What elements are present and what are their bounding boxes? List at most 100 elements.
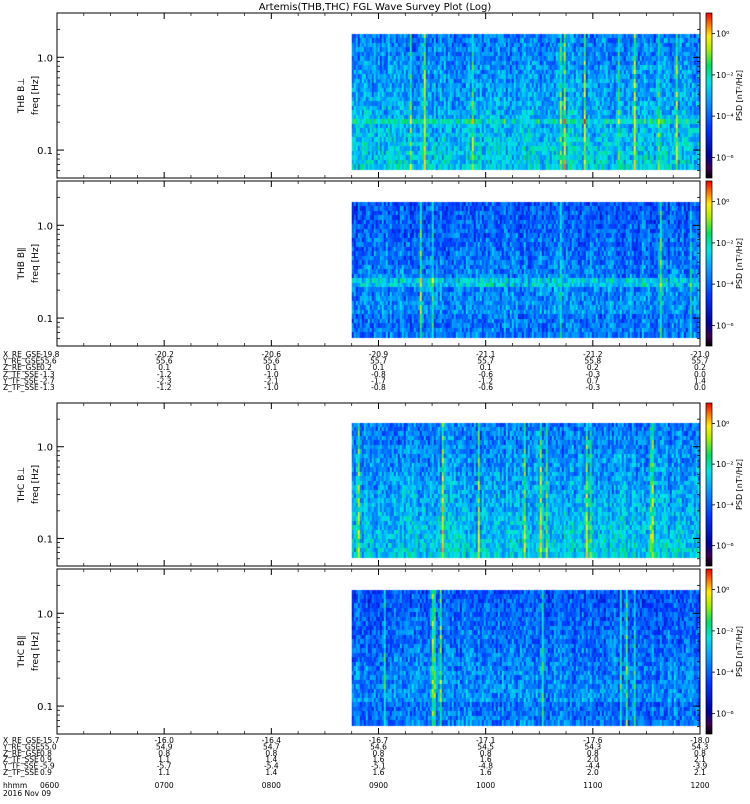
ephemeris-value: 0.1: [480, 363, 492, 372]
colorbar-tick-label: 10⁻⁴: [716, 501, 734, 510]
ephemeris-value: 55.6: [263, 357, 280, 366]
spectrogram-panel-2: 1.0 0.1 THB B∥ freq [Hz] 10⁰ 10⁻² 10⁻⁴ 10⁻⁶ PSD …: [17, 180, 744, 347]
ephemeris-value: 2.0: [587, 768, 599, 777]
colorbar: [705, 180, 713, 347]
time-tick-label: 1200: [690, 781, 709, 790]
ephemeris-value: -16.4: [262, 736, 282, 745]
ephemeris-value: -1.0: [264, 383, 279, 392]
ephemeris-value: 0.1: [158, 363, 170, 372]
y-tick-label: 1.0: [37, 53, 53, 64]
ephemeris-row-label: Z_TF_SSE: [3, 370, 39, 379]
ephemeris-value: 0.7: [587, 376, 599, 385]
colorbar-tick-label: 10⁻⁴: [716, 280, 734, 289]
ephemeris-value: -0.8: [371, 383, 386, 392]
ephemeris-table-thb: X_RE_GSE -19.8 -20.2 -20.6 -20.9 -21.1 -21.2 -2…: [2, 350, 710, 392]
ephemeris-value: -17.6: [583, 736, 603, 745]
colorbar: [705, 402, 713, 567]
time-tick-label: 1100: [583, 781, 602, 790]
freq-axis-label: freq [Hz]: [31, 632, 41, 671]
time-tick-label: 0900: [369, 781, 388, 790]
colorbar-tick-label: 10⁰: [716, 419, 729, 428]
ephemeris-row-label: Y_RE_GSE: [2, 742, 41, 751]
spectrogram-panel-1: 1.0 0.1 THB B⊥ freq [Hz] 10⁰ 10⁻² 10⁻⁴ 10⁻⁶ PSD …: [17, 12, 744, 179]
ephemeris-value: 1.6: [373, 755, 385, 764]
spectrogram-panel-4: 1.0 0.1 THC B∥ freq [Hz] 10⁰ 10⁻² 10⁻⁴ 10⁻⁶ PSD …: [17, 568, 744, 735]
ephemeris-value: 54.9: [156, 742, 173, 751]
colorbar-tick-label: 10⁻²: [716, 460, 734, 469]
ephemeris-value: 2.1: [694, 755, 706, 764]
colorbar: [705, 12, 713, 179]
colorbar-tick-label: 10⁻⁶: [716, 321, 734, 330]
ephemeris-value: -2.3: [157, 376, 172, 385]
spectrogram-panel-3: 1.0 0.1 THC B⊥ freq [Hz] 10⁰ 10⁻² 10⁻⁴ 10⁻⁶ PSD …: [17, 402, 744, 567]
ephemeris-value: 55.6: [40, 357, 57, 366]
panel-name-label: THC B⊥: [17, 467, 27, 504]
ephemeris-value: -4.8: [478, 762, 493, 771]
ephemeris-value: -21.0: [690, 350, 710, 359]
time-tick-label: 0800: [262, 781, 281, 790]
ephemeris-value: -0.3: [586, 383, 601, 392]
ephemeris-value: -5.9: [40, 762, 55, 771]
ephemeris-value: 54.7: [263, 742, 280, 751]
ephemeris-value: 1.4: [265, 755, 277, 764]
panel-name-label: THC B∥: [17, 635, 27, 668]
ephemeris-value: 55.7: [477, 357, 494, 366]
time-tick-label: 0600: [40, 781, 59, 790]
colorbar-tick-label: 10⁻²: [716, 627, 734, 636]
ephemeris-value: 55.8: [584, 357, 601, 366]
y-tick-label: 0.1: [37, 534, 53, 545]
ephemeris-value: 54.3: [692, 742, 709, 751]
ephemeris-row-label: Z_TF_SSE: [3, 755, 39, 764]
ephemeris-value: -20.9: [369, 350, 389, 359]
ephemeris-value: -21.2: [583, 350, 603, 359]
ephemeris-value: -17.1: [476, 736, 496, 745]
y-tick-label: 0.1: [37, 146, 53, 157]
colorbar-tick-label: 10⁻²: [716, 71, 734, 80]
ephemeris-value: -0.3: [586, 370, 601, 379]
ephemeris-value: 55.6: [156, 357, 173, 366]
ephemeris-value: -1.7: [371, 376, 386, 385]
ephemeris-value: 0.8: [480, 749, 492, 758]
ephemeris-value: -1.2: [157, 370, 172, 379]
ephemeris-value: -5.7: [157, 762, 172, 771]
colorbar-label: PSD [nT²/Hz]: [735, 70, 744, 121]
y-tick-label: 1.0: [37, 609, 53, 620]
spectrogram-image: [351, 181, 700, 346]
ephemeris-value: -19.8: [40, 350, 60, 359]
ephemeris-value: 0.8: [158, 749, 170, 758]
ephemeris-value: 0.8: [265, 749, 277, 758]
ephemeris-row-label: Z_RE_GSE: [3, 749, 41, 758]
ephemeris-value: -0.6: [478, 370, 493, 379]
colorbar-label: PSD [nT²/Hz]: [735, 626, 744, 677]
chart-title: Artemis(THB,THC) FGL Wave Survey Plot (L…: [259, 2, 492, 13]
ephemeris-value: 0.2: [694, 363, 706, 372]
ephemeris-value: 0.2: [587, 363, 599, 372]
ephemeris-value: 55.7: [370, 357, 387, 366]
ephemeris-value: 54.3: [584, 742, 601, 751]
ephemeris-value: -16.0: [154, 736, 174, 745]
y-tick-label: 1.0: [37, 443, 53, 454]
ephemeris-row-label: X_RE_GSE: [3, 736, 41, 745]
ephemeris-value: 0.8: [40, 749, 52, 758]
spectrogram-image: [351, 13, 700, 178]
colorbar-tick-label: 10⁻⁶: [716, 153, 734, 162]
freq-axis-label: freq [Hz]: [31, 244, 41, 283]
time-tick-label: 1000: [476, 781, 495, 790]
colorbar-tick-label: 10⁻⁶: [716, 542, 734, 551]
ephemeris-value: -1.2: [478, 376, 493, 385]
colorbar-tick-label: 10⁰: [716, 198, 729, 207]
ephemeris-value: 0.8: [373, 749, 385, 758]
ephemeris-value: -2.7: [40, 376, 55, 385]
ephemeris-value: 55.0: [40, 742, 57, 751]
colorbar-tick-label: 10⁻²: [716, 239, 734, 248]
ephemeris-value: -18.0: [690, 736, 710, 745]
ephemeris-value: 1.1: [158, 768, 170, 777]
ephemeris-value: 1.6: [480, 768, 492, 777]
colorbar-tick-label: 10⁻⁴: [716, 112, 734, 121]
ephemeris-value: -5.4: [264, 762, 279, 771]
colorbar-tick-label: 10⁻⁶: [716, 709, 734, 718]
panel-name-label: THB B∥: [17, 248, 27, 281]
colorbar-tick-label: 10⁰: [716, 586, 729, 595]
ephemeris-value: -4.4: [586, 762, 601, 771]
